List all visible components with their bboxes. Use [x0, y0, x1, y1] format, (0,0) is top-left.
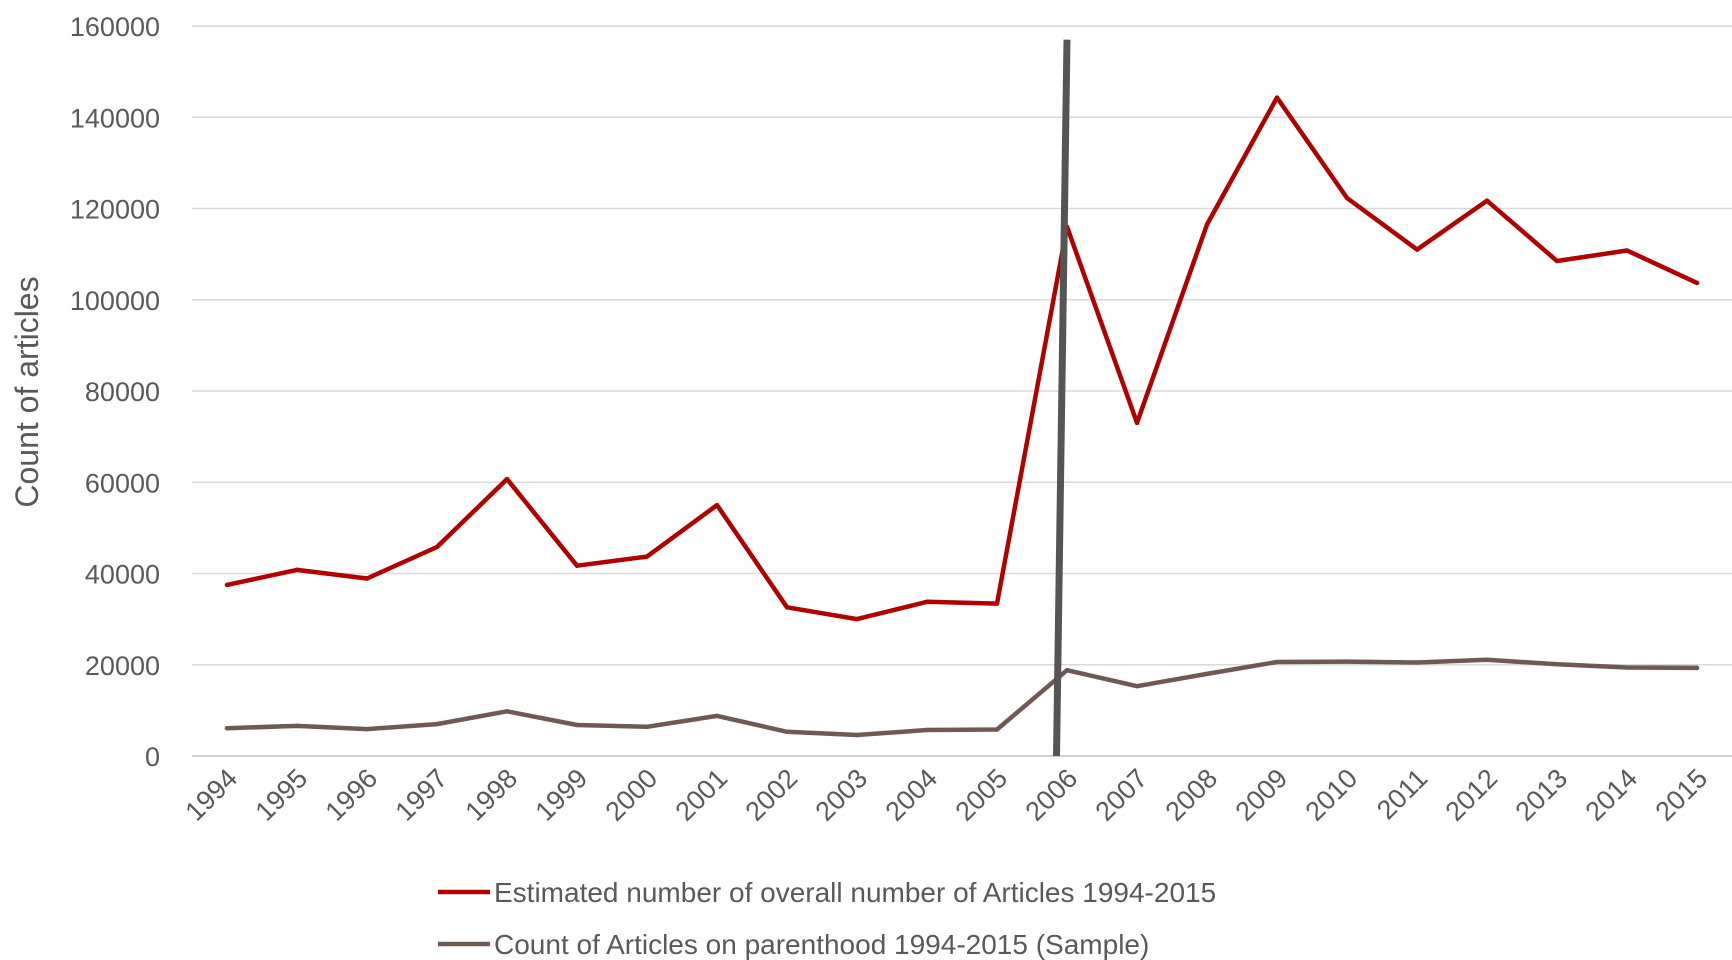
- data-point: [504, 709, 510, 714]
- data-point: [1274, 659, 1280, 665]
- data-point: [644, 724, 650, 729]
- x-tick-label: 2013: [1510, 763, 1574, 827]
- data-point: [1134, 683, 1140, 689]
- series-line-1: [224, 657, 1700, 738]
- data-point: [1064, 668, 1070, 673]
- x-tick-label: 2010: [1300, 763, 1364, 827]
- data-point: [1414, 660, 1420, 665]
- y-tick-label: 40000: [85, 560, 160, 590]
- x-tick-label: 2000: [600, 763, 664, 827]
- y-axis-title: Count of articles: [9, 276, 45, 507]
- data-point: [294, 723, 300, 729]
- x-tick-label: 1999: [530, 763, 594, 827]
- x-tick-label: 1997: [390, 763, 454, 827]
- data-point: [224, 725, 230, 731]
- data-point: [994, 727, 1000, 732]
- data-point: [854, 732, 860, 738]
- y-tick-label: 160000: [70, 12, 160, 42]
- x-tick-label: 2005: [950, 763, 1014, 827]
- y-axis-ticks: 0 20000 40000 60000 80000 100000 120000 140000 1…: [70, 12, 160, 772]
- x-tick-label: 2001: [670, 763, 734, 827]
- series-line-0: [224, 95, 1700, 622]
- x-tick-label: 2011: [1371, 763, 1433, 825]
- data-point: [1344, 195, 1350, 201]
- x-axis-ticks: 1994 1995 1996 1997 1998 1999 2000 2001 2002 2003…: [180, 763, 1714, 827]
- annotation-layer: [1053, 39, 1071, 757]
- data-point: [504, 476, 510, 482]
- gridlines: [192, 25, 1732, 757]
- x-tick-label: 2002: [740, 763, 804, 827]
- x-tick-label: 2003: [810, 763, 874, 827]
- x-tick-label: 2014: [1580, 763, 1644, 827]
- y-tick-label: 0: [145, 742, 160, 772]
- data-point: [854, 616, 860, 622]
- data-point: [1134, 420, 1140, 426]
- data-point: [1694, 665, 1700, 671]
- data-point: [1274, 95, 1280, 100]
- y-tick-label: 80000: [85, 377, 160, 407]
- legend-label-0: Estimated number of overall number of Ar…: [494, 877, 1216, 908]
- y-tick-label: 60000: [85, 468, 160, 498]
- data-point: [364, 726, 370, 732]
- y-tick-label: 140000: [70, 103, 160, 133]
- data-point: [574, 722, 580, 728]
- data-point: [1344, 659, 1350, 664]
- data-point: [294, 567, 300, 573]
- data-point: [1484, 657, 1490, 662]
- data-point: [434, 544, 440, 550]
- y-tick-label: 100000: [70, 286, 160, 316]
- data-point: [994, 601, 1000, 606]
- x-tick-label: 2007: [1090, 763, 1154, 827]
- data-point: [1624, 248, 1630, 253]
- data-point: [924, 599, 930, 604]
- data-point: [784, 605, 790, 610]
- data-point: [1204, 671, 1210, 677]
- data-point: [714, 713, 720, 719]
- data-point: [644, 554, 650, 559]
- data-point: [434, 721, 440, 727]
- data-point: [1204, 222, 1210, 227]
- x-tick-label: 2004: [880, 763, 944, 827]
- data-point: [1484, 198, 1490, 203]
- data-point: [1554, 662, 1560, 667]
- data-point: [574, 563, 580, 568]
- data-point: [364, 576, 370, 581]
- data-point: [714, 502, 720, 508]
- data-point: [224, 582, 230, 588]
- annotation-vertical-line: [1053, 39, 1071, 757]
- x-tick-label: 2012: [1440, 763, 1504, 827]
- data-point: [924, 727, 930, 733]
- data-point: [1624, 665, 1630, 670]
- data-point: [1554, 258, 1560, 264]
- data-point: [1414, 247, 1420, 252]
- x-tick-label: 2015: [1650, 763, 1714, 827]
- x-tick-label: 1994: [180, 763, 244, 827]
- legend-label-1: Count of Articles on parenthood 1994-201…: [494, 929, 1149, 960]
- y-tick-label: 120000: [70, 195, 160, 225]
- legend: Estimated number of overall number of Ar…: [438, 877, 1216, 960]
- series-lines: [224, 95, 1700, 738]
- x-tick-label: 1996: [320, 763, 384, 827]
- x-tick-label: 2006: [1020, 763, 1084, 827]
- x-tick-label: 2008: [1160, 763, 1224, 827]
- x-tick-label: 1995: [250, 763, 314, 827]
- data-point: [1694, 280, 1700, 286]
- x-tick-label: 1998: [460, 763, 524, 827]
- data-point: [784, 729, 790, 735]
- x-tick-label: 2009: [1230, 763, 1294, 827]
- y-tick-label: 20000: [85, 651, 160, 681]
